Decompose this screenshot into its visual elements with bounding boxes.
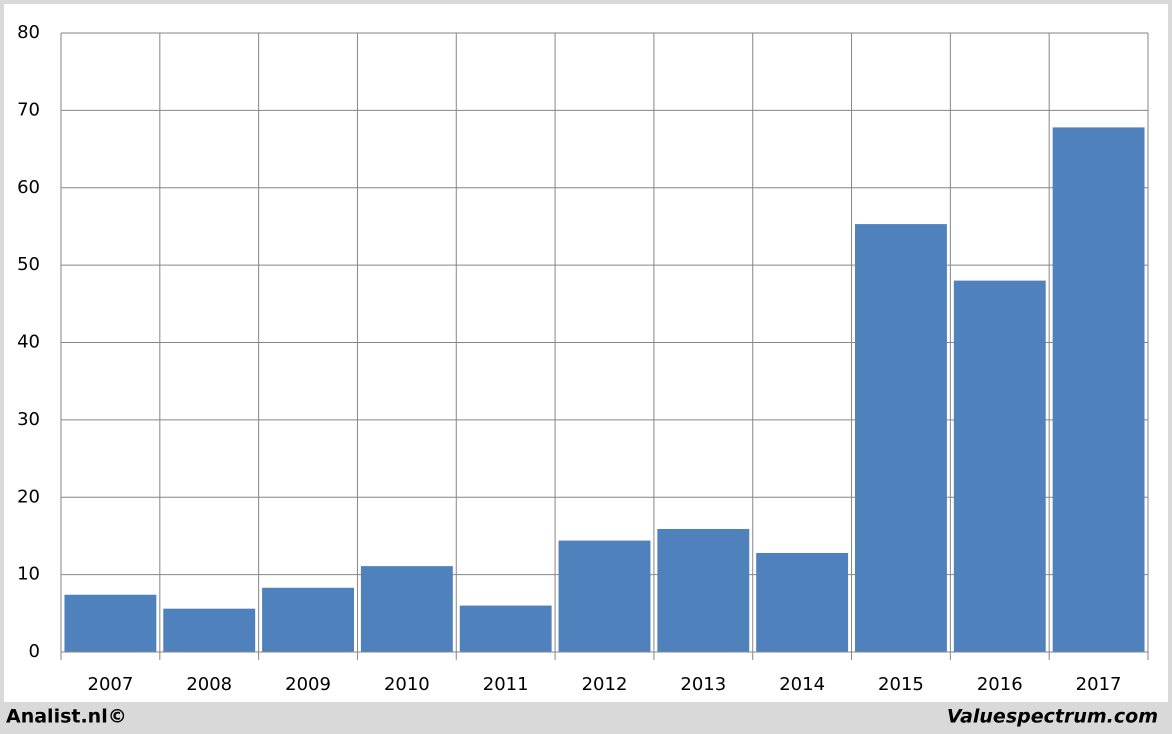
x-tick-label: 2015 — [878, 674, 924, 695]
bar — [657, 528, 750, 652]
y-tick-label: 20 — [17, 486, 40, 507]
credit-left: Analist.nl© — [6, 706, 127, 728]
bar — [459, 605, 552, 652]
y-tick-label: 30 — [17, 409, 40, 430]
x-tick-label: 2009 — [285, 674, 331, 695]
y-tick-label: 80 — [17, 22, 40, 43]
x-tick-label: 2011 — [483, 674, 529, 695]
y-tick-label: 70 — [17, 99, 40, 120]
x-tick-label: 2007 — [88, 674, 134, 695]
bar — [953, 280, 1046, 652]
x-tick-label: 2010 — [384, 674, 430, 695]
y-tick-label: 60 — [17, 177, 40, 198]
x-tick-label: 2017 — [1076, 674, 1122, 695]
y-tick-label: 40 — [17, 332, 40, 353]
y-tick-label: 0 — [29, 641, 40, 662]
y-tick-label: 10 — [17, 564, 40, 585]
bar — [262, 587, 354, 652]
bar — [855, 224, 947, 652]
bar — [1052, 127, 1145, 652]
x-tick-label: 2008 — [186, 674, 232, 695]
x-tick-label: 2012 — [582, 674, 628, 695]
bar — [163, 608, 256, 652]
bar — [360, 566, 453, 652]
x-tick-label: 2016 — [977, 674, 1023, 695]
x-tick-label: 2013 — [680, 674, 726, 695]
x-tick-label: 2014 — [779, 674, 825, 695]
bar — [64, 594, 157, 652]
bar — [558, 540, 651, 652]
bar — [756, 552, 849, 652]
y-tick-label: 50 — [17, 254, 40, 275]
credit-right: Valuespectrum.com — [947, 706, 1158, 728]
